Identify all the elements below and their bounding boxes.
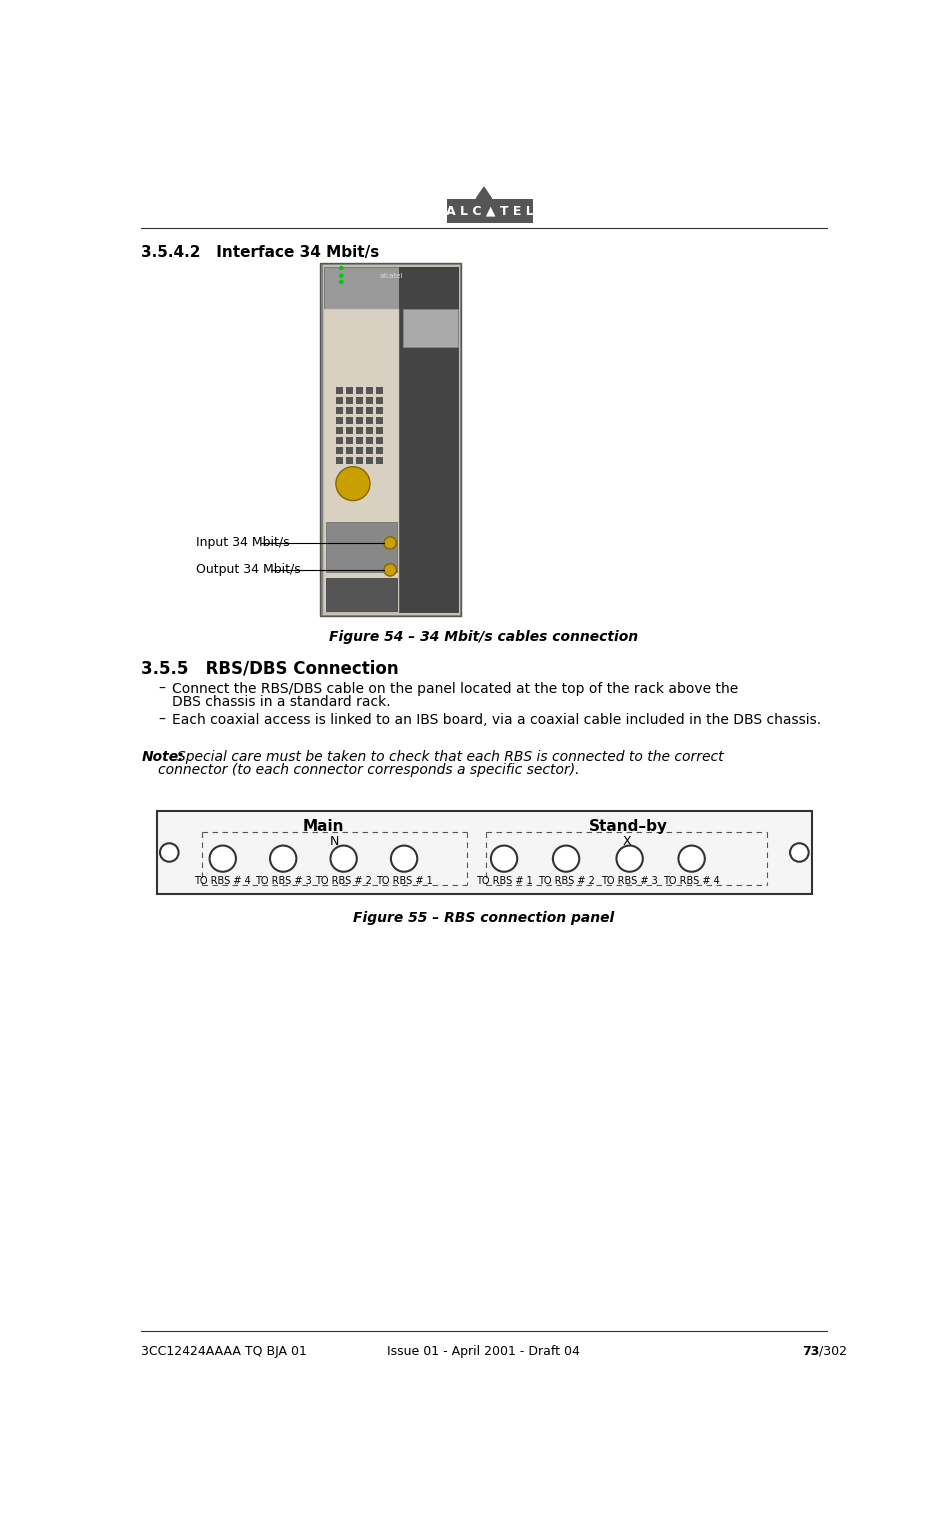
Text: 73: 73 (801, 1345, 818, 1357)
Bar (356, 437, 362, 445)
Bar (346, 437, 352, 445)
Bar (376, 428, 382, 434)
Bar (335, 448, 343, 454)
Bar (365, 397, 373, 405)
Bar (376, 408, 382, 414)
Bar (356, 448, 362, 454)
Bar (356, 408, 362, 414)
Circle shape (339, 266, 344, 270)
Text: connector (to each connector corresponds a specific sector).: connector (to each connector corresponds… (159, 762, 580, 778)
Bar (335, 428, 343, 434)
Text: TO RBS # 2: TO RBS # 2 (537, 877, 594, 886)
Text: DBS chassis in a standard rack.: DBS chassis in a standard rack. (172, 695, 391, 709)
Bar (326, 523, 396, 571)
Bar (447, 199, 532, 223)
Circle shape (678, 845, 704, 872)
Circle shape (490, 845, 516, 872)
Bar (346, 417, 352, 425)
Bar (356, 397, 362, 405)
Bar (376, 457, 382, 465)
Bar (320, 263, 461, 616)
Bar (356, 388, 362, 394)
Text: Figure 54 – 34 Mbit/s cables connection: Figure 54 – 34 Mbit/s cables connection (329, 630, 638, 643)
Text: TO RBS # 4: TO RBS # 4 (663, 877, 719, 886)
Bar (403, 309, 457, 347)
Text: 3CC12424AAAA TQ BJA 01: 3CC12424AAAA TQ BJA 01 (142, 1345, 307, 1357)
Circle shape (339, 274, 344, 278)
Text: alcatel: alcatel (379, 274, 402, 278)
Text: Output 34 Mbit/s: Output 34 Mbit/s (195, 564, 300, 576)
Text: TO RBS # 1: TO RBS # 1 (376, 877, 432, 886)
Text: –: – (159, 714, 165, 727)
Text: Connect the RBS/DBS cable on the panel located at the top of the rack above the: Connect the RBS/DBS cable on the panel l… (172, 683, 738, 697)
Circle shape (339, 280, 344, 284)
Bar (399, 266, 457, 613)
Bar (324, 309, 399, 613)
Bar (365, 388, 373, 394)
Bar (356, 457, 362, 465)
Circle shape (210, 845, 236, 872)
Bar (346, 388, 352, 394)
Text: TO RBS # 4: TO RBS # 4 (194, 877, 251, 886)
Text: Stand–by: Stand–by (588, 819, 667, 834)
Text: 3.5.4.2   Interface 34 Mbit/s: 3.5.4.2 Interface 34 Mbit/s (142, 244, 379, 260)
Text: Main: Main (303, 819, 345, 834)
Bar (326, 579, 396, 611)
Circle shape (391, 845, 417, 872)
Text: –: – (159, 683, 165, 697)
Bar (335, 397, 343, 405)
Text: X: X (621, 834, 631, 848)
Text: Input 34 Mbit/s: Input 34 Mbit/s (195, 536, 289, 550)
Text: Note:: Note: (142, 750, 184, 764)
Bar (346, 428, 352, 434)
Circle shape (330, 845, 357, 872)
Bar (376, 388, 382, 394)
Bar (356, 428, 362, 434)
Text: Special care must be taken to check that each RBS is connected to the correct: Special care must be taken to check that… (177, 750, 723, 764)
Circle shape (160, 843, 178, 862)
Bar (346, 448, 352, 454)
Bar (365, 437, 373, 445)
Bar (365, 417, 373, 425)
Text: TO RBS # 2: TO RBS # 2 (315, 877, 372, 886)
Text: Each coaxial access is linked to an IBS board, via a coaxial cable included in t: Each coaxial access is linked to an IBS … (172, 714, 820, 727)
Bar (322, 264, 460, 614)
Bar (324, 266, 457, 309)
Circle shape (383, 564, 396, 576)
Bar (365, 428, 373, 434)
Circle shape (335, 466, 370, 501)
Text: A L C ▲ T E L: A L C ▲ T E L (446, 205, 533, 217)
Polygon shape (476, 188, 491, 199)
Circle shape (552, 845, 579, 872)
Bar (346, 397, 352, 405)
Bar (376, 448, 382, 454)
Text: /302: /302 (818, 1345, 847, 1357)
Bar (376, 397, 382, 405)
Circle shape (270, 845, 296, 872)
Bar (157, 811, 811, 894)
Circle shape (615, 845, 642, 872)
Text: 3.5.5   RBS/DBS Connection: 3.5.5 RBS/DBS Connection (142, 659, 398, 677)
Bar (365, 408, 373, 414)
Text: N: N (329, 834, 339, 848)
Text: Figure 55 – RBS connection panel: Figure 55 – RBS connection panel (353, 911, 614, 924)
Bar (346, 408, 352, 414)
Bar (335, 408, 343, 414)
Circle shape (383, 536, 396, 549)
Text: Issue 01 - April 2001 - Draft 04: Issue 01 - April 2001 - Draft 04 (387, 1345, 580, 1357)
Bar (376, 437, 382, 445)
Bar (365, 448, 373, 454)
Bar (346, 457, 352, 465)
Text: TO RBS # 1: TO RBS # 1 (475, 877, 531, 886)
Bar (365, 457, 373, 465)
Text: TO RBS # 3: TO RBS # 3 (255, 877, 312, 886)
Bar (376, 417, 382, 425)
Bar (335, 417, 343, 425)
Bar (356, 417, 362, 425)
Bar (335, 388, 343, 394)
Bar (335, 457, 343, 465)
Text: TO RBS # 3: TO RBS # 3 (600, 877, 657, 886)
Bar (335, 437, 343, 445)
Circle shape (789, 843, 808, 862)
